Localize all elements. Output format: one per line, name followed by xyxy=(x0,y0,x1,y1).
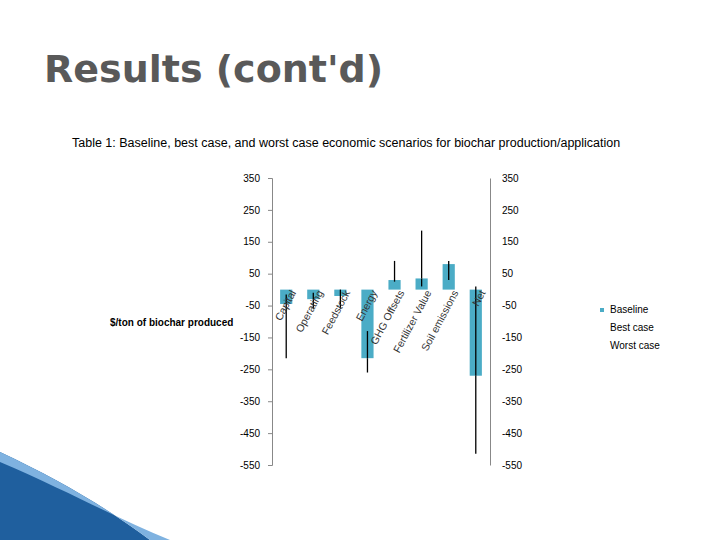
tick-label: -250 xyxy=(240,364,260,375)
tick: -450 xyxy=(490,428,522,439)
tick-label: -350 xyxy=(502,396,522,407)
tick-mark xyxy=(268,274,272,275)
tick-label: 50 xyxy=(249,268,261,279)
tick: -350 xyxy=(240,396,272,407)
bar xyxy=(443,264,455,290)
category-label: Energy xyxy=(353,287,380,323)
tick: -150 xyxy=(490,332,522,343)
slide: Results (cont'd) Table 1: Baseline, best … xyxy=(0,0,720,540)
tick-label: -350 xyxy=(240,396,260,407)
tick: -150 xyxy=(240,332,272,343)
legend: Baseline Best case Worst case xyxy=(600,304,660,351)
category-label: Capital xyxy=(272,288,298,322)
tick: -350 xyxy=(490,396,522,407)
tick-label: 250 xyxy=(502,205,519,216)
tick-label: 250 xyxy=(243,205,260,216)
axis-line xyxy=(268,179,273,466)
y-axis-label: $/ton of biochar produced xyxy=(110,317,233,328)
tick-label: -150 xyxy=(502,332,522,343)
error-bar xyxy=(448,261,449,264)
tick-mark xyxy=(268,242,272,243)
tick-mark xyxy=(268,401,272,402)
tick: 250 xyxy=(490,205,519,216)
tick: -550 xyxy=(490,460,522,471)
error-bar xyxy=(394,261,395,280)
error-bar xyxy=(421,231,422,279)
y2-axis: -550 -450 -350 -250 -150 -50 50 150 250 350 xyxy=(490,173,522,471)
legend-swatch xyxy=(600,308,604,312)
decoration xyxy=(0,452,170,540)
tick-label: 150 xyxy=(243,236,260,247)
tick-mark xyxy=(268,433,272,434)
tick: -50 xyxy=(246,300,272,311)
tick: -50 xyxy=(490,300,517,311)
tick-label: -50 xyxy=(246,300,261,311)
bar xyxy=(416,278,428,289)
error-bar xyxy=(394,280,395,282)
category-labels: CapitalOperatingFeedstockEnergyGHG Offse… xyxy=(272,287,488,354)
tick-mark xyxy=(268,337,272,338)
tick-mark xyxy=(268,465,272,466)
y-axis: -550 -450 -350 -250 -150 -50 50 150 250 350 xyxy=(240,173,273,471)
error-bar xyxy=(448,264,449,280)
bar xyxy=(388,280,400,290)
tick-label: -450 xyxy=(240,428,260,439)
tick-label: -550 xyxy=(502,460,522,471)
title: Results (cont'd) xyxy=(44,47,383,91)
error-bar xyxy=(367,331,368,358)
tick: 350 xyxy=(490,173,519,184)
error-bar xyxy=(475,376,476,454)
axis-line xyxy=(490,179,491,466)
tick: -450 xyxy=(240,428,272,439)
tick-label: 150 xyxy=(502,236,519,247)
tick: 250 xyxy=(243,205,272,216)
tick: 150 xyxy=(243,236,272,247)
legend-label: Worst case xyxy=(610,340,660,351)
subtitle: Table 1: Baseline, best case, and worst … xyxy=(72,136,620,150)
tick-label: 350 xyxy=(502,173,519,184)
tick: 50 xyxy=(249,268,272,279)
tick-label: -50 xyxy=(502,300,517,311)
tick-mark xyxy=(268,369,272,370)
error-bar xyxy=(421,278,422,286)
error-bar xyxy=(367,358,368,372)
tick-label: 50 xyxy=(502,268,514,279)
tick-mark xyxy=(268,178,272,179)
plot-area xyxy=(280,231,482,454)
category-label: Soil emissions xyxy=(418,288,460,353)
category-label: Feedstock xyxy=(319,287,353,336)
tick-mark xyxy=(268,210,272,211)
tick-label: -450 xyxy=(502,428,522,439)
tick: 350 xyxy=(243,173,272,184)
legend-label: Baseline xyxy=(610,304,649,315)
tick-label: -550 xyxy=(240,460,260,471)
tick: 50 xyxy=(490,268,514,279)
tick-mark xyxy=(268,306,272,307)
tick: -550 xyxy=(240,460,272,471)
swoosh-light xyxy=(0,452,170,540)
tick: 150 xyxy=(490,236,519,247)
tick: -250 xyxy=(490,364,522,375)
tick: -250 xyxy=(240,364,272,375)
legend-label: Best case xyxy=(610,322,654,333)
tick-label: -250 xyxy=(502,364,522,375)
tick-label: 350 xyxy=(243,173,260,184)
category-label: Net xyxy=(469,288,487,308)
tick-label: -150 xyxy=(240,332,260,343)
